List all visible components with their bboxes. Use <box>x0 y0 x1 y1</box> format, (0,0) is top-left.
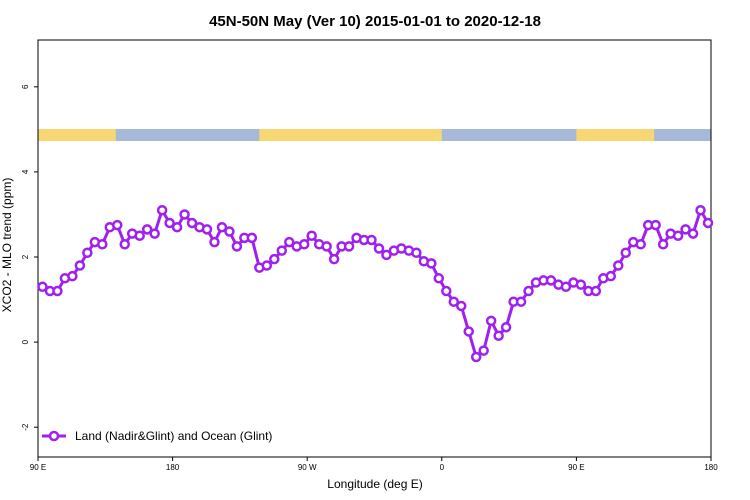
legend-marker <box>48 430 60 442</box>
data-point <box>500 321 512 333</box>
data-point <box>284 236 295 248</box>
data-point <box>605 270 617 282</box>
data-point <box>186 217 198 229</box>
data-point <box>261 260 273 271</box>
data-point <box>575 279 587 290</box>
data-point <box>702 217 714 229</box>
data-point <box>119 238 130 250</box>
data-point <box>179 209 190 220</box>
data-point <box>478 345 489 356</box>
data-point <box>201 224 213 235</box>
data-point <box>156 204 168 216</box>
data-point <box>493 330 504 341</box>
series-group <box>37 204 714 363</box>
data-point <box>209 236 220 248</box>
plot-frame <box>37 39 712 458</box>
x-tick-label: 180 <box>704 463 718 472</box>
x-tick-label: 90 E <box>568 463 584 472</box>
data-point <box>411 247 422 259</box>
data-point <box>231 241 243 252</box>
data-point <box>455 300 467 312</box>
data-point <box>433 273 445 284</box>
data-point <box>515 296 527 307</box>
data-point <box>448 296 460 307</box>
data-point <box>141 224 153 235</box>
land-ocean-strip <box>38 129 711 141</box>
legend: Land (Nadir&Glint) and Ocean (Glint) <box>42 429 272 443</box>
y-tick-label: 4 <box>21 169 30 174</box>
x-tick-label: 0 <box>440 463 445 472</box>
data-point <box>695 204 706 216</box>
chart-title: 45N-50N May (Ver 10) 2015-01-01 to 2020-… <box>209 13 541 30</box>
data-point <box>613 260 624 271</box>
strip-land <box>259 129 442 141</box>
y-axis-label: XCO2 - MLO trend (ppm) <box>0 178 14 313</box>
data-point <box>216 221 228 233</box>
data-point <box>276 245 288 256</box>
data-point <box>306 230 317 241</box>
data-point <box>680 224 691 235</box>
data-point <box>246 232 258 244</box>
data-point <box>37 281 48 293</box>
data-point <box>381 249 392 261</box>
data-point <box>590 285 602 297</box>
data-point <box>67 270 78 282</box>
data-point <box>52 285 63 297</box>
data-point <box>112 219 123 231</box>
y-axis: -2 0 2 4 6 <box>21 84 38 431</box>
strip-land <box>576 129 655 141</box>
data-point <box>97 238 108 250</box>
data-point <box>485 315 497 327</box>
data-point <box>635 238 646 250</box>
y-tick-label: 6 <box>21 84 30 89</box>
y-tick-label: 0 <box>21 339 30 344</box>
x-axis-label: Longitude (deg E) <box>327 477 422 491</box>
data-point <box>171 221 183 233</box>
y-tick-label: -2 <box>21 423 30 431</box>
x-tick-label: 90 E <box>30 463 46 472</box>
data-point <box>426 258 437 269</box>
data-point <box>463 326 474 337</box>
data-point <box>343 241 355 252</box>
data-point <box>620 247 632 259</box>
data-point <box>560 281 572 293</box>
x-tick-label: 90 W <box>298 463 317 472</box>
data-point <box>149 228 160 239</box>
data-point <box>687 228 699 239</box>
data-point <box>269 253 280 265</box>
data-point <box>134 230 145 241</box>
data-point <box>298 238 310 250</box>
data-point <box>373 243 385 254</box>
data-point <box>328 253 340 265</box>
x-tick-label: 180 <box>166 463 180 472</box>
y-tick-label: 2 <box>21 254 30 259</box>
data-point <box>224 226 235 237</box>
data-point <box>672 230 684 241</box>
data-point <box>441 285 452 297</box>
data-point <box>321 241 332 252</box>
legend-label: Land (Nadir&Glint) and Ocean (Glint) <box>75 429 272 443</box>
data-point <box>470 351 482 363</box>
data-point <box>545 275 557 286</box>
strip-land <box>38 129 116 141</box>
data-point <box>74 260 86 271</box>
data-point <box>82 247 93 259</box>
data-point <box>164 217 175 229</box>
data-point <box>657 238 669 250</box>
data-point <box>650 219 661 231</box>
x-axis: 90 E 180 90 W 0 90 E 180 <box>30 457 718 472</box>
data-point <box>523 285 534 297</box>
data-point <box>366 234 377 246</box>
